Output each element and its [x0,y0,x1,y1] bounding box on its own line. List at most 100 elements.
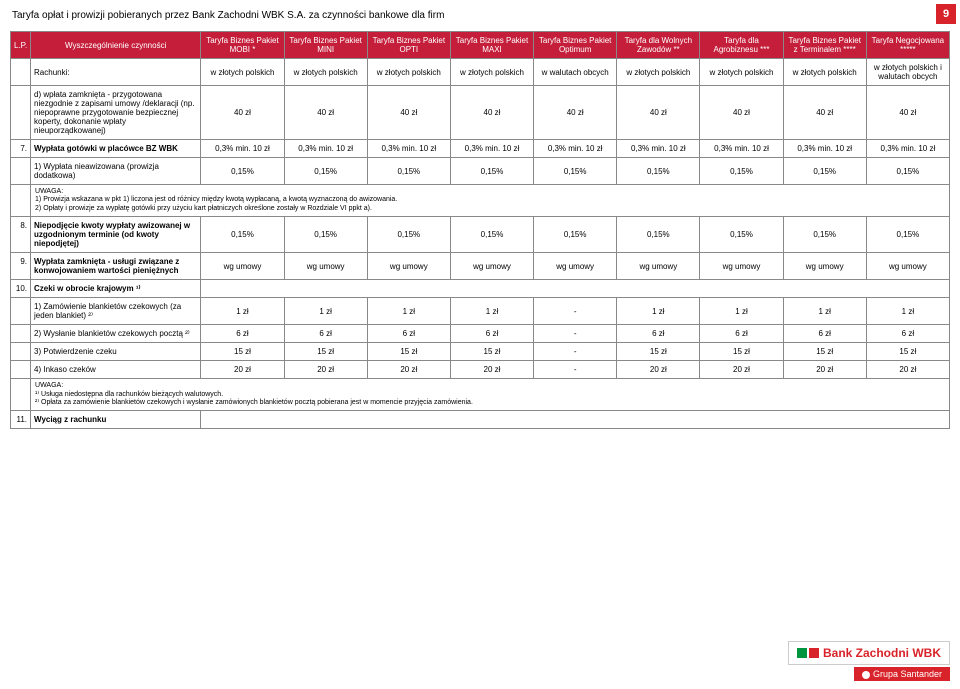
val-cell: 40 zł [700,86,783,140]
col-1: Taryfa Biznes Pakiet MINI [284,32,367,59]
val-cell: 6 zł [367,325,450,343]
val-cell: 0,3% min. 10 zł [783,140,866,158]
desc-cell: Niepodjęcie kwoty wypłaty awizowanej w u… [31,217,201,253]
val-cell: 0,3% min. 10 zł [534,140,617,158]
table-row: 3) Potwierdzenie czeku15 zł15 zł15 zł15 … [11,343,950,361]
val-cell: - [534,343,617,361]
desc-cell: 1) Wypłata nieawizowana (prowizja dodatk… [31,158,201,185]
val-cell: 0,15% [201,217,284,253]
val-cell: 20 zł [450,361,533,379]
table-row: 11.Wyciąg z rachunku [11,411,950,429]
val-cell: 40 zł [201,86,284,140]
val-cell: - [534,325,617,343]
val-cell: 6 zł [617,325,700,343]
val-cell: wg umowy [783,253,866,280]
table-row: 1) Zamówienie blankietów czekowych (za j… [11,298,950,325]
page-number: 9 [936,4,956,24]
lp-cell [11,361,31,379]
subhead-col-8: w złotych polskich i walutach obcych [866,59,949,86]
desc-cell: Wyciąg z rachunku [31,411,201,429]
val-cell: 15 zł [201,343,284,361]
val-cell: 1 zł [866,298,949,325]
val-cell: 0,15% [866,158,949,185]
val-cell: 0,15% [617,217,700,253]
table-row: 9.Wypłata zamknięta - usługi związane z … [11,253,950,280]
subhead-col-4: w walutach obcych [534,59,617,86]
desc-cell: 4) Inkaso czeków [31,361,201,379]
val-cell: wg umowy [450,253,533,280]
val-cell: wg umowy [367,253,450,280]
val-cell: wg umowy [617,253,700,280]
subhead-col-0: w złotych polskich [201,59,284,86]
val-cell: 20 zł [617,361,700,379]
table-row: 8.Niepodjęcie kwoty wypłaty awizowanej w… [11,217,950,253]
table-row: 7.Wypłata gotówki w placówce BZ WBK0,3% … [11,140,950,158]
val-cell: 0,15% [617,158,700,185]
val-cell: 40 zł [866,86,949,140]
val-cell: 0,15% [367,158,450,185]
val-cell: 1 zł [783,298,866,325]
col-6: Taryfa dla Agrobiznesu *** [700,32,783,59]
val-cell: wg umowy [700,253,783,280]
subhead-col-5: w złotych polskich [617,59,700,86]
subheader-row: Rachunki:w złotych polskichw złotych pol… [11,59,950,86]
val-cell: 1 zł [367,298,450,325]
val-cell: 15 zł [700,343,783,361]
desc-cell: 3) Potwierdzenie czeku [31,343,201,361]
table-row: 10.Czeki w obrocie krajowym ¹⁾ [11,280,950,298]
val-cell: 40 zł [284,86,367,140]
val-cell: 20 zł [201,361,284,379]
val-cell: 1 zł [450,298,533,325]
val-cell: 1 zł [700,298,783,325]
val-cell: 0,15% [700,217,783,253]
subhead-label: Rachunki: [31,59,201,86]
val-cell: 15 zł [866,343,949,361]
desc-cell: Wypłata zamknięta - usługi związane z ko… [31,253,201,280]
val-cell: 15 zł [284,343,367,361]
lp-cell [11,86,31,140]
col-desc: Wyszczególnienie czynności [31,32,201,59]
lp-cell [11,325,31,343]
val-cell: 0,3% min. 10 zł [617,140,700,158]
table-row: 1) Wypłata nieawizowana (prowizja dodatk… [11,158,950,185]
val-cell: 6 zł [700,325,783,343]
col-3: Taryfa Biznes Pakiet MAXI [450,32,533,59]
lp-cell: 7. [11,140,31,158]
tariff-table: L.P. Wyszczególnienie czynności Taryfa B… [10,31,950,429]
val-cell: 0,3% min. 10 zł [866,140,949,158]
logo-square-green [797,648,807,658]
col-2: Taryfa Biznes Pakiet OPTI [367,32,450,59]
val-cell: 0,15% [201,158,284,185]
subhead-col-6: w złotych polskich [700,59,783,86]
val-cell: wg umowy [284,253,367,280]
val-cell: wg umowy [534,253,617,280]
grupa-santander: Grupa Santander [854,667,950,681]
val-cell: 20 zł [367,361,450,379]
val-cell: 6 zł [201,325,284,343]
note-cell: UWAGA: ¹⁾ Usługa niedostępna dla rachunk… [31,379,950,411]
flame-icon [862,671,870,679]
val-cell: 0,15% [534,158,617,185]
table-row: UWAGA: 1) Prowizja wskazana w pkt 1) lic… [11,185,950,217]
lp-cell: 8. [11,217,31,253]
table-row: 2) Wysłanie blankietów czekowych pocztą … [11,325,950,343]
val-cell: 40 zł [367,86,450,140]
val-cell: 20 zł [284,361,367,379]
val-cell: 6 zł [866,325,949,343]
col-0: Taryfa Biznes Pakiet MOBI * [201,32,284,59]
val-cell: 15 zł [783,343,866,361]
val-cell: 6 zł [284,325,367,343]
lp-cell [11,158,31,185]
col-4: Taryfa Biznes Pakiet Optimum [534,32,617,59]
col-8: Taryfa Negocjowana ***** [866,32,949,59]
val-cell: 15 zł [617,343,700,361]
val-cell: 0,3% min. 10 zł [450,140,533,158]
val-cell: 6 zł [783,325,866,343]
bank-name: Bank Zachodni WBK [823,646,941,660]
subhead-col-3: w złotych polskich [450,59,533,86]
desc-cell: d) wpłata zamknięta - przygotowana niezg… [31,86,201,140]
val-cell: 0,15% [783,158,866,185]
val-cell: 0,15% [450,217,533,253]
lp-cell [11,298,31,325]
note-cell: UWAGA: 1) Prowizja wskazana w pkt 1) lic… [31,185,950,217]
